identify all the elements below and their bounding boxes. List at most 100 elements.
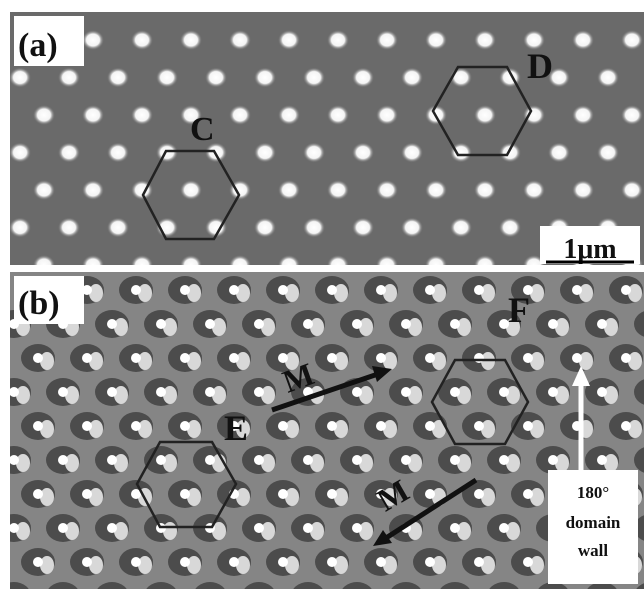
lattice-highlight [40,488,54,506]
lattice-dot [205,387,215,397]
lattice-dot [523,353,533,363]
marker: C [190,111,215,148]
lattice-highlight [506,386,520,404]
lattice-highlight [163,386,177,404]
lattice-ring [0,276,6,304]
lattice-dot [156,455,166,465]
lattice-dot [107,319,117,329]
lattice-highlight [481,488,495,506]
lattice-dot [9,523,19,533]
lattice-dot [450,523,460,533]
lattice-dot [82,180,104,200]
lattice-highlight [187,556,201,574]
lattice-dot [450,387,460,397]
lattice-dot [572,285,582,295]
lattice-dot [523,557,533,567]
lattice-dot [597,68,619,88]
lattice-dot [278,557,288,567]
lattice-dot [621,421,631,431]
lattice-dot [499,143,521,163]
lattice-dot [33,557,43,567]
lattice-highlight [530,556,544,574]
lattice-highlight [65,454,79,472]
lattice-highlight [579,284,593,302]
lattice-dot [0,255,6,275]
lattice-highlight [457,318,471,336]
lattice-dot [327,285,337,295]
lattice-dot [327,353,337,363]
lattice-dot [180,285,190,295]
lattice-highlight [114,522,128,540]
panel-label: (b) [18,285,60,322]
lattice-dot [474,180,496,200]
lattice-dot [0,180,6,200]
lattice-dot [425,421,435,431]
lattice-highlight [187,488,201,506]
lattice-dot [425,557,435,567]
lattice-dot [107,68,129,88]
lattice-highlight [0,352,5,370]
lattice-highlight [285,284,299,302]
lattice-highlight [65,522,79,540]
lattice-highlight [334,556,348,574]
scale-bar-label: 1μm [563,234,616,265]
lattice-dot [352,319,362,329]
lattice-dot [254,455,264,465]
lattice-dot [303,523,313,533]
lattice-highlight [555,386,569,404]
lattice-highlight [383,284,397,302]
lattice-highlight [40,420,54,438]
marker: D [527,46,553,86]
lattice-dot [450,319,460,329]
lattice-dot [33,105,55,125]
lattice-dot [425,489,435,499]
lattice-highlight [114,386,128,404]
annotation: domain [566,513,621,532]
lattice-dot [474,30,496,50]
lattice-highlight [16,454,30,472]
lattice-dot [58,523,68,533]
lattice-dot [107,143,129,163]
lattice-dot [9,455,19,465]
lattice-dot [499,218,521,238]
lattice-highlight [628,352,642,370]
lattice-dot [107,218,129,238]
lattice-highlight [16,386,30,404]
lattice-dot [548,319,558,329]
lattice-dot [33,180,55,200]
lattice-dot [131,557,141,567]
lattice-dot [401,68,423,88]
lattice-highlight [432,284,446,302]
lattice-highlight [138,284,152,302]
lattice-highlight [285,556,299,574]
lattice-dot [597,387,607,397]
lattice-dot [205,68,227,88]
marker: F [508,290,530,330]
lattice-highlight [236,284,250,302]
lattice-dot [401,387,411,397]
lattice-dot [180,421,190,431]
lattice-dot [278,30,300,50]
lattice-dot [278,105,300,125]
lattice-dot [425,285,435,295]
lattice-highlight [310,318,324,336]
lattice-highlight [457,386,471,404]
lattice-dot [401,319,411,329]
lattice-highlight [628,284,642,302]
lattice-highlight [383,556,397,574]
lattice-highlight [359,522,373,540]
lattice-dot [229,353,239,363]
lattice-highlight [310,522,324,540]
lattice-highlight [408,454,422,472]
lattice-highlight [261,386,275,404]
lattice-highlight [506,522,520,540]
lattice-highlight [138,556,152,574]
lattice-dot [499,523,509,533]
lattice-dot [131,30,153,50]
lattice-highlight [359,318,373,336]
lattice-dot [474,353,484,363]
lattice-dot [180,353,190,363]
lattice-highlight [334,352,348,370]
lattice-dot [254,143,276,163]
lattice-highlight [530,284,544,302]
